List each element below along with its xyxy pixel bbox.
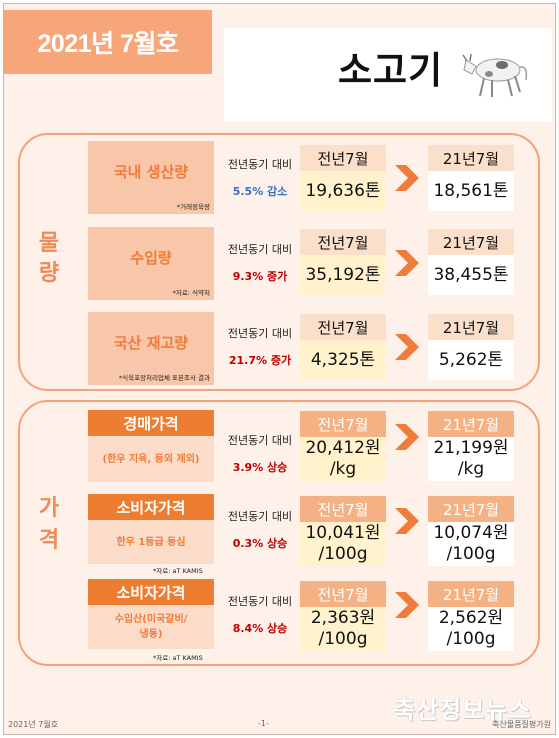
yoy-comparison: 전년동기 대비 3.9% 상승 <box>220 432 300 475</box>
price-amount: 10,041원 <box>305 523 381 543</box>
source-note: *자료: 식약처 <box>172 289 210 297</box>
prev-year-value: 4,325톤 <box>300 340 386 380</box>
yoy-label: 전년동기 대비 <box>227 595 293 608</box>
yoy-value: 21.7% 증가 <box>228 354 292 367</box>
right-arrow-icon <box>395 334 419 360</box>
right-arrow-icon <box>395 592 419 618</box>
price-unit: /kg <box>457 459 485 479</box>
price-amount: 21,199원 <box>433 438 509 458</box>
price-unit: /100g <box>446 629 496 649</box>
prev-year-header: 전년7월 <box>300 314 386 340</box>
watermark: 축산정보뉴스 <box>393 696 532 724</box>
category-auction-price: 경매가격 <box>88 410 214 436</box>
price-section-label-2: 격 <box>38 528 60 553</box>
category-detail-line-2: 냉동) <box>139 629 163 640</box>
footer-publisher: 축산물품질평가원 <box>492 720 551 729</box>
current-month-header: 21년7월 <box>428 314 514 340</box>
source-note: *거래정육량 <box>176 203 210 211</box>
prev-year-header: 전년7월 <box>300 581 386 607</box>
current-month-value: 21,199원 /kg <box>428 437 514 481</box>
quantity-section-label-1: 물 <box>38 231 60 256</box>
category-detail-line-1: 수입산(미국갈비/ <box>114 614 188 625</box>
yoy-label: 전년동기 대비 <box>227 243 293 256</box>
yoy-comparison: 전년동기 대비 5.5% 감소 <box>220 156 300 199</box>
yoy-value: 8.4% 상승 <box>232 622 288 635</box>
current-month-value: 18,561톤 <box>428 171 514 211</box>
right-arrow-icon <box>395 508 419 534</box>
yoy-label: 전년동기 대비 <box>227 434 293 447</box>
category-imports: 수입량 *자료: 식약처 <box>88 227 214 300</box>
category-domestic-stock: 국산 재고량 *식육포장처리업체 표본조사 결과 <box>88 312 214 385</box>
category-detail-box: 한우 1등급 등심 <box>88 520 214 564</box>
source-note: *자료: aT KAMIS <box>153 567 203 575</box>
yoy-label: 전년동기 대비 <box>227 510 293 523</box>
category-consumer-price-imported: 소비자가격 <box>88 579 214 605</box>
current-month-header: 21년7월 <box>428 581 514 607</box>
yoy-comparison: 전년동기 대비 0.3% 상승 <box>220 508 300 551</box>
category-detail: (한우 지육, 등외 제외) <box>102 454 200 465</box>
price-unit: /100g <box>318 544 368 564</box>
category-label: 국내 생산량 <box>113 163 189 181</box>
category-detail: 한우 1등급 등심 <box>116 537 186 548</box>
yoy-comparison: 전년동기 대비 9.3% 증가 <box>220 241 300 284</box>
yoy-comparison: 전년동기 대비 8.4% 상승 <box>220 593 300 636</box>
price-amount: 20,412원 <box>305 438 381 458</box>
yoy-value: 9.3% 증가 <box>232 270 288 283</box>
prev-year-value: 2,363원 /100g <box>300 607 386 651</box>
current-month-value: 10,074원 /100g <box>428 522 514 566</box>
price-unit: /kg <box>329 459 357 479</box>
category-domestic-production: 국내 생산량 *거래정육량 <box>88 141 214 214</box>
right-arrow-icon <box>395 250 419 276</box>
current-month-header: 21년7월 <box>428 496 514 522</box>
category-detail-box: 수입산(미국갈비/ 냉동) <box>88 605 214 649</box>
quantity-section-label-2: 량 <box>38 261 60 286</box>
prev-year-header: 전년7월 <box>300 145 386 171</box>
price-unit: /100g <box>446 544 496 564</box>
yoy-label: 전년동기 대비 <box>227 327 293 340</box>
current-month-value: 2,562원 /100g <box>428 607 514 651</box>
yoy-comparison: 전년동기 대비 21.7% 증가 <box>220 325 300 368</box>
category-label: 수입량 <box>130 249 172 267</box>
yoy-value: 0.3% 상승 <box>232 537 288 550</box>
issue-badge: 2021년 7월호 <box>4 10 212 74</box>
category-consumer-price-hanwoo: 소비자가격 <box>88 494 214 520</box>
current-month-value: 38,455톤 <box>428 255 514 295</box>
prev-year-value: 20,412원 /kg <box>300 437 386 481</box>
current-month-header: 21년7월 <box>428 411 514 437</box>
current-month-value: 5,262톤 <box>428 340 514 380</box>
prev-year-header: 전년7월 <box>300 496 386 522</box>
right-arrow-icon <box>395 165 419 191</box>
prev-year-header: 전년7월 <box>300 411 386 437</box>
yoy-value: 5.5% 감소 <box>232 185 288 198</box>
price-unit: /100g <box>318 629 368 649</box>
source-note: *자료: aT KAMIS <box>153 654 203 662</box>
prev-year-value: 19,636톤 <box>300 171 386 211</box>
category-detail-box: (한우 지육, 등외 제외) <box>88 436 214 482</box>
price-amount: 10,074원 <box>433 523 509 543</box>
cow-icon <box>462 53 528 97</box>
price-section-label-1: 가 <box>38 496 60 521</box>
current-month-header: 21년7월 <box>428 145 514 171</box>
prev-year-value: 10,041원 /100g <box>300 522 386 566</box>
price-amount: 2,363원 <box>310 608 376 628</box>
right-arrow-icon <box>395 424 419 450</box>
page-number: -1- <box>258 719 269 728</box>
footer-issue: 2021년 7월호 <box>8 720 59 729</box>
yoy-value: 3.9% 상승 <box>232 461 288 474</box>
prev-year-value: 35,192톤 <box>300 255 386 295</box>
prev-year-header: 전년7월 <box>300 229 386 255</box>
current-month-header: 21년7월 <box>428 229 514 255</box>
page-title: 소고기 <box>338 49 444 92</box>
category-label: 국산 재고량 <box>113 334 189 352</box>
price-amount: 2,562원 <box>438 608 504 628</box>
yoy-label: 전년동기 대비 <box>227 158 293 171</box>
source-note: *식육포장처리업체 표본조사 결과 <box>118 374 210 382</box>
